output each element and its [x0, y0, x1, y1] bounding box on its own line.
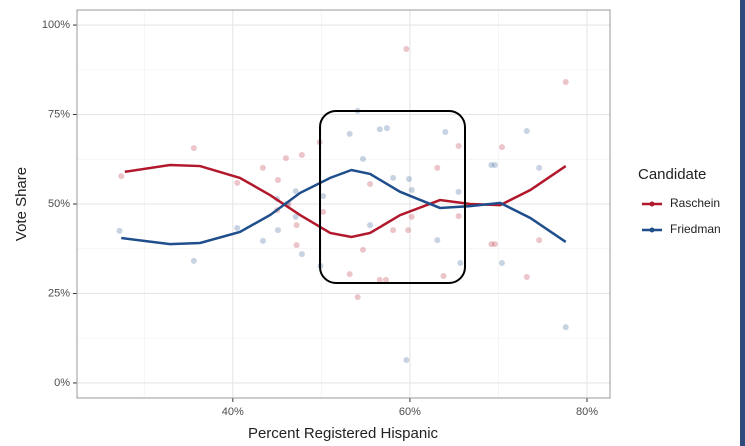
point [293, 222, 300, 229]
point [259, 237, 266, 244]
point [488, 161, 495, 168]
point [292, 213, 299, 220]
point [491, 241, 498, 248]
y-tick-label: 75% [48, 108, 70, 120]
point [390, 227, 397, 234]
highlight-box [319, 110, 466, 284]
x-tick-label: 80% [576, 406, 598, 418]
point [293, 242, 300, 249]
point [320, 193, 327, 200]
legend-swatch-dot [649, 227, 655, 233]
point [408, 213, 415, 220]
point [367, 180, 374, 187]
point [390, 174, 397, 181]
point [259, 164, 266, 171]
point [118, 173, 125, 180]
point [234, 224, 241, 231]
point [383, 125, 390, 132]
point [274, 177, 281, 184]
point [292, 188, 299, 195]
grid: 40% 60% 80% 0% 25% 50% 75% 100% [42, 10, 610, 418]
point [376, 126, 383, 133]
point [498, 144, 505, 151]
point [190, 145, 197, 152]
point [406, 175, 413, 182]
point [457, 260, 464, 267]
point [408, 187, 415, 194]
window-edge [740, 0, 745, 446]
point [190, 257, 197, 264]
point [346, 271, 353, 278]
legend-title: Candidate [638, 166, 706, 183]
y-tick-label: 50% [48, 198, 70, 210]
y-tick-label: 25% [48, 287, 70, 299]
y-tick-label: 0% [54, 377, 70, 389]
legend-label: Raschein [670, 196, 720, 210]
point [282, 155, 289, 162]
point [359, 246, 366, 253]
point [354, 294, 361, 301]
point [536, 237, 543, 244]
plot-marks [116, 46, 569, 364]
point [320, 208, 327, 215]
point [298, 151, 305, 158]
point [298, 251, 305, 258]
point [367, 222, 374, 229]
point [442, 129, 449, 136]
point [403, 46, 410, 53]
point [434, 237, 441, 244]
x-tick-label: 60% [399, 406, 421, 418]
point [382, 276, 389, 283]
point [498, 260, 505, 267]
point [488, 241, 495, 248]
y-tick-label: 100% [42, 19, 70, 31]
legend-swatch-dot [649, 201, 655, 207]
point [234, 179, 241, 186]
smooth-line [121, 168, 567, 246]
point [562, 324, 569, 331]
point [405, 227, 412, 234]
point [359, 155, 366, 162]
point [523, 274, 530, 281]
point [562, 78, 569, 85]
y-axis-label: Vote Share [13, 167, 30, 241]
point [455, 143, 462, 150]
point [455, 188, 462, 195]
point [376, 276, 383, 283]
point [434, 164, 441, 171]
point [346, 130, 353, 137]
point [523, 127, 530, 134]
legend: Raschein Friedman [642, 196, 721, 236]
legend-label: Friedman [670, 222, 721, 236]
x-tick-label: 40% [222, 406, 244, 418]
point [440, 272, 447, 279]
point [116, 227, 123, 234]
point [403, 357, 410, 364]
x-axis-label: Percent Registered Hispanic [248, 425, 439, 442]
point [536, 164, 543, 171]
point [274, 227, 281, 234]
point [455, 213, 462, 220]
panel-border [76, 9, 611, 399]
point [491, 161, 498, 168]
